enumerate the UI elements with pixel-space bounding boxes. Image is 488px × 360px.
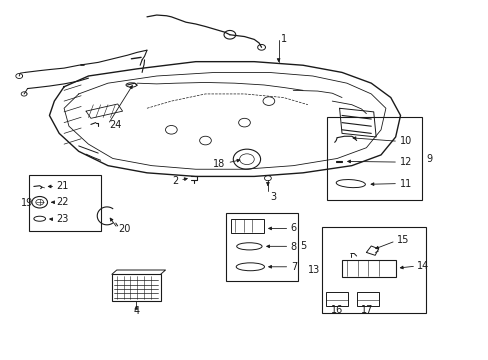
Text: 1: 1 xyxy=(281,35,286,44)
Bar xyxy=(29,175,101,231)
Text: 20: 20 xyxy=(119,225,131,234)
Text: 7: 7 xyxy=(290,262,297,272)
Text: 9: 9 xyxy=(425,154,431,164)
Text: 14: 14 xyxy=(416,261,428,271)
Bar xyxy=(326,292,347,306)
Text: 24: 24 xyxy=(109,121,121,130)
Text: 3: 3 xyxy=(270,192,276,202)
Text: 18: 18 xyxy=(212,159,224,169)
Text: 22: 22 xyxy=(56,197,69,207)
Text: 10: 10 xyxy=(399,136,411,146)
Text: 16: 16 xyxy=(330,305,343,315)
Text: 12: 12 xyxy=(399,157,411,167)
Text: 11: 11 xyxy=(399,179,411,189)
Bar xyxy=(112,274,160,301)
Text: 4: 4 xyxy=(133,306,139,316)
Bar xyxy=(225,213,298,281)
Text: 19: 19 xyxy=(21,198,33,208)
Text: 6: 6 xyxy=(290,224,296,233)
Bar xyxy=(230,219,264,233)
Bar xyxy=(341,260,395,277)
Text: 21: 21 xyxy=(56,181,68,192)
Text: 23: 23 xyxy=(56,215,68,224)
Text: 15: 15 xyxy=(396,235,408,245)
Bar xyxy=(327,117,422,200)
Bar xyxy=(356,292,378,306)
Text: 8: 8 xyxy=(290,242,296,252)
Text: 2: 2 xyxy=(172,176,178,186)
Bar xyxy=(321,227,426,314)
Text: 5: 5 xyxy=(300,241,305,251)
Text: 17: 17 xyxy=(361,305,373,315)
Text: 13: 13 xyxy=(307,265,320,275)
Circle shape xyxy=(264,176,271,181)
